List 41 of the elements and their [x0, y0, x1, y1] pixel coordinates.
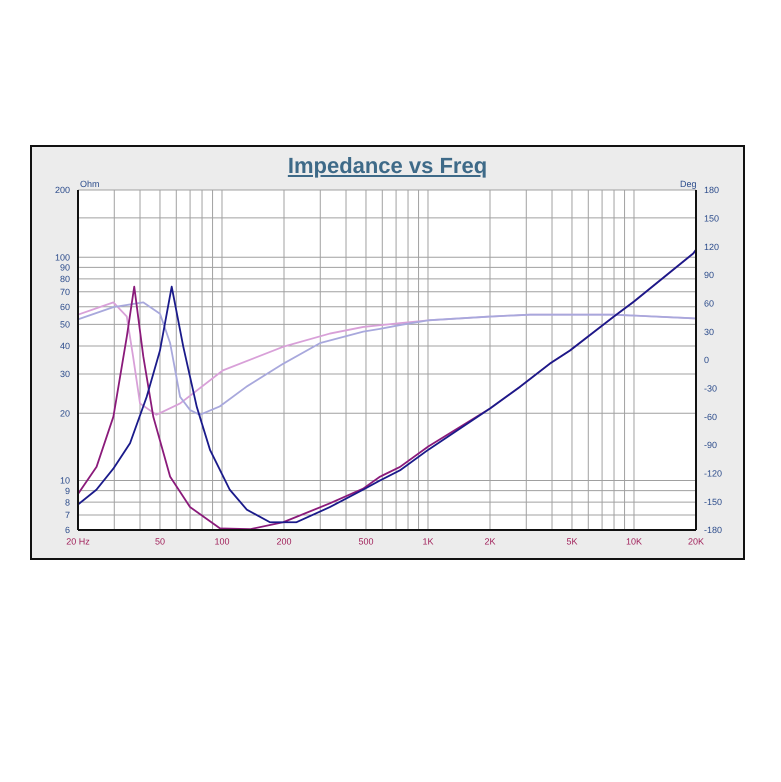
y-tick-label: 90	[60, 262, 70, 273]
y2-tick-label: 120	[704, 242, 720, 252]
y2-tick-label: 150	[704, 214, 720, 224]
y-tick-label: 20	[60, 408, 70, 418]
x-tick-label: 1K	[422, 536, 434, 546]
y-tick-label: 10	[60, 476, 70, 486]
y-tick-label: 80	[60, 274, 70, 284]
x-tick-label: 5K	[566, 536, 578, 546]
y2-axis-title: Deg	[680, 179, 697, 189]
y-tick-label: 60	[60, 302, 70, 312]
y2-tick-label: -120	[704, 468, 722, 479]
y2-tick-label: -150	[704, 496, 722, 507]
y2-tick-label: 30	[704, 326, 714, 337]
x-tick-label: 200	[276, 536, 292, 546]
y2-tick-label: 60	[704, 298, 714, 309]
chart-title: Impedance vs Freq	[286, 153, 488, 179]
y2-tick-label: -90	[704, 440, 718, 450]
x-tick-label: 2K	[484, 536, 496, 546]
y2-tick-label: -30	[704, 384, 718, 394]
x-tick-label: 20 Hz	[66, 536, 90, 546]
x-tick-label: 20K	[688, 536, 704, 546]
y2-tick-label: 90	[704, 270, 714, 280]
x-tick-label: 10K	[626, 536, 642, 546]
y-tick-label: 70	[60, 286, 70, 297]
y-tick-label: 9	[64, 486, 70, 496]
y-tick-label: 6	[64, 525, 70, 536]
y2-tick-label: 0	[704, 355, 710, 366]
x-tick-label: 100	[214, 536, 230, 546]
y2-tick-label: -180	[704, 525, 722, 536]
y-tick-label: 40	[60, 341, 70, 352]
y-tick-label: 100	[54, 252, 70, 262]
x-tick-label: 500	[358, 536, 374, 546]
y2-tick-label: 180	[704, 185, 720, 196]
y-tick-label: 200	[54, 185, 70, 196]
y-tick-label: 8	[64, 497, 70, 508]
x-tick-label: 50	[154, 536, 165, 546]
y-tick-label: 50	[60, 320, 70, 330]
y-tick-label: 7	[64, 510, 70, 520]
y2-tick-label: -60	[704, 412, 718, 422]
y-tick-label: 30	[60, 369, 70, 380]
y-axis-title: Ohm	[80, 179, 100, 189]
